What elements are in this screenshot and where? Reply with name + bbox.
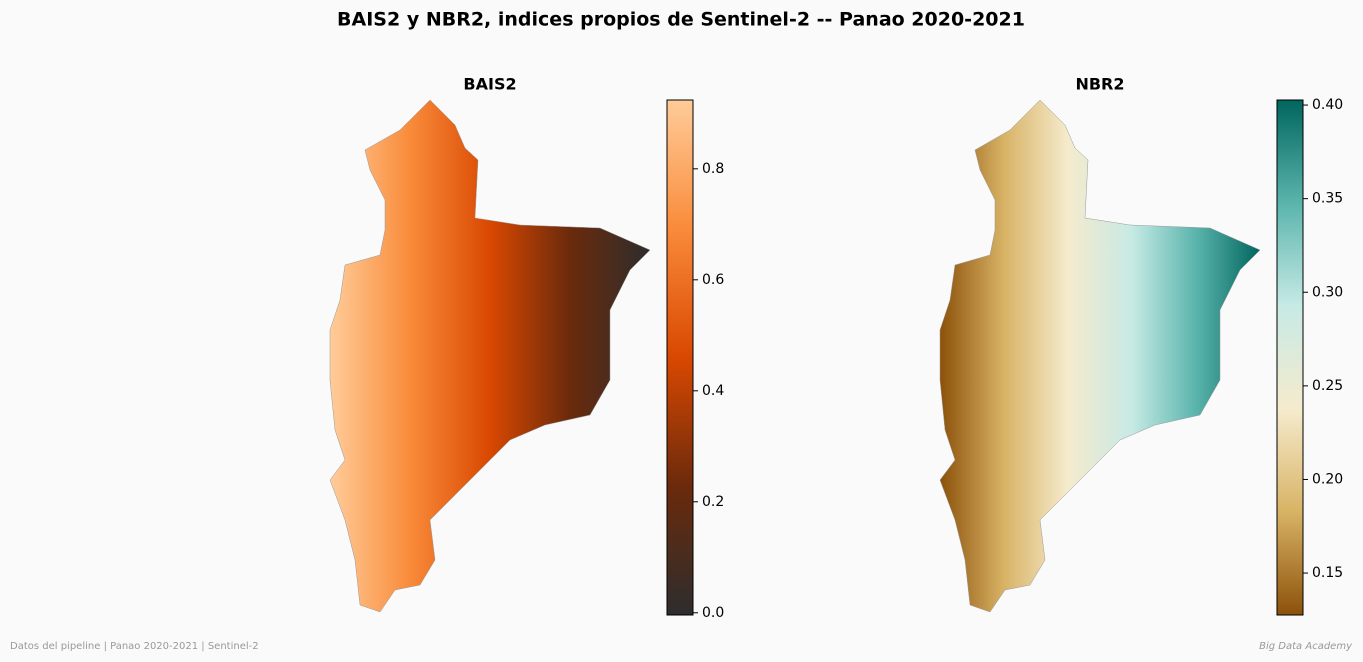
map-raster	[329, 99, 651, 613]
colorbar-tick-label: 0.25	[1312, 378, 1343, 394]
panel-title: BAIS2	[463, 75, 516, 94]
footer-left: Datos del pipeline | Panao 2020-2021 | S…	[10, 641, 259, 652]
map-raster	[939, 99, 1261, 613]
colorbar-tick-label: 0.2	[702, 494, 724, 510]
colorbar	[666, 99, 694, 616]
panel-title: NBR2	[1075, 75, 1124, 94]
colorbar-tick-label: 0.20	[1312, 471, 1343, 487]
colorbar-tick-label: 0.6	[702, 272, 724, 288]
colorbar-tick-label: 0.0	[702, 605, 724, 621]
colorbar-tick-label: 0.4	[702, 383, 724, 399]
colorbar-tick-label: 0.8	[702, 161, 724, 177]
colorbar-tick-label: 0.15	[1312, 565, 1343, 581]
figure-title: BAIS2 y NBR2, indices propios de Sentine…	[337, 9, 1025, 31]
colorbar	[1276, 99, 1304, 616]
colorbar-tick-label: 0.30	[1312, 284, 1343, 300]
colorbar-tick-label: 0.40	[1312, 97, 1343, 113]
footer-right: Big Data Academy	[1259, 641, 1353, 652]
colorbar-tick-label: 0.35	[1312, 191, 1343, 207]
